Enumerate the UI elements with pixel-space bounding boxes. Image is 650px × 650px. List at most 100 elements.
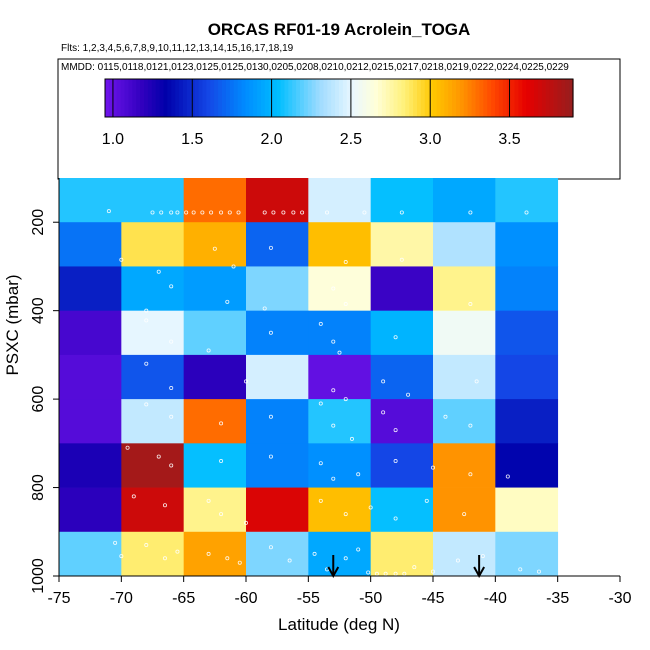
heatmap-cell (308, 310, 372, 356)
colorbar-swatch (342, 79, 348, 117)
colorbar-swatch (179, 79, 184, 117)
heatmap-cell (121, 354, 185, 400)
colorbar-swatch (409, 79, 414, 117)
sample-point (393, 459, 398, 464)
colorbar-swatch (206, 79, 211, 117)
heatmap-cell (246, 531, 309, 577)
colorbar-swatch (233, 79, 239, 117)
x-tick-label: -60 (234, 590, 257, 607)
colorbar-tick-label: 1.5 (181, 131, 203, 148)
colorbar-swatch (448, 79, 453, 117)
y-axis-label: PSXC (mbar) (3, 274, 22, 375)
heatmap-cell (183, 531, 247, 577)
sample-point (206, 551, 211, 556)
sample-point (225, 556, 230, 561)
sample-point (381, 410, 386, 415)
sample-point (212, 246, 217, 251)
sample-point (243, 379, 248, 384)
sample-point (468, 302, 473, 307)
sample-point (225, 299, 230, 304)
sample-point (424, 498, 429, 503)
colorbar-swatch (241, 79, 246, 117)
sample-point (287, 558, 292, 563)
heatmap-cell (121, 399, 185, 444)
sample-point (125, 445, 130, 450)
colorbar-swatch (366, 79, 371, 117)
sample-point (159, 210, 164, 215)
sample-point (505, 474, 510, 479)
heatmap-cell (370, 178, 434, 223)
heatmap-cell (183, 443, 247, 488)
colorbar-swatch (257, 79, 262, 117)
colorbar-swatch (459, 79, 465, 117)
colorbar-swatch (245, 79, 250, 117)
colorbar-tick-label: 2.0 (260, 131, 282, 148)
colorbar-swatch (557, 79, 562, 117)
colorbar-swatch (510, 79, 516, 117)
sample-point (209, 210, 214, 215)
dates-caption: MMDD: 0115,0118,0121,0123,0125,0125,0130… (61, 62, 569, 73)
sample-point (191, 210, 196, 215)
sample-point (184, 210, 189, 215)
sample-point (169, 463, 174, 468)
sample-point (368, 505, 373, 510)
sample-point (300, 210, 305, 215)
x-tick-label: -55 (297, 590, 320, 607)
x-tick-label: -40 (484, 590, 507, 607)
heatmap-cell (495, 487, 559, 533)
colorbar-swatch (456, 79, 461, 117)
sample-point (169, 284, 174, 289)
colorbar-swatch (155, 79, 161, 117)
heatmap-cell (308, 178, 372, 223)
axes: -75 -70 -65 -60 -55 -50 -45 -40 -35 -30 200 400 600 8… (30, 178, 632, 607)
sample-point (131, 494, 136, 499)
sample-point (406, 392, 411, 397)
colorbar-swatch (354, 79, 360, 117)
heatmap-cell (495, 354, 559, 400)
sample-point (268, 414, 273, 419)
colorbar-swatch (331, 79, 336, 117)
colorbar-swatch (202, 79, 207, 117)
colorbar-tick-label: 1.0 (102, 131, 124, 148)
heatmap-cell (308, 399, 372, 444)
colorbar-swatch (534, 79, 539, 117)
colorbar-swatch (569, 79, 574, 117)
heatmap-cell (246, 399, 309, 444)
sample-point (268, 245, 273, 250)
colorbar-swatch (385, 79, 391, 117)
heatmap-cell (121, 266, 185, 312)
colorbar-swatch (518, 79, 523, 117)
heatmap-cell (308, 487, 372, 533)
colorbar-swatch (140, 79, 145, 117)
sample-point (343, 556, 348, 561)
colorbar-swatch (378, 79, 383, 117)
colorbar-tick-label: 3.0 (419, 131, 441, 148)
sample-point (169, 414, 174, 419)
colorbar-swatch (463, 79, 469, 117)
sample-point (524, 210, 529, 215)
colorbar-swatch (440, 79, 445, 117)
sample-point (331, 423, 336, 428)
sample-point (343, 260, 348, 265)
colorbar-swatch (264, 79, 270, 117)
colorbar-swatch (229, 79, 235, 117)
sample-point (231, 264, 236, 269)
heatmap-cells (59, 178, 559, 577)
sample-point (219, 421, 224, 426)
sample-point (331, 339, 336, 344)
colorbar-swatch (401, 79, 406, 117)
sample-point (219, 210, 224, 215)
sample-point (144, 318, 149, 323)
colorbar-swatch (417, 79, 422, 117)
heatmap-cell (370, 531, 434, 577)
colorbar-swatch (218, 79, 223, 117)
colorbar-swatch (522, 79, 527, 117)
heatmap-cell (59, 443, 122, 488)
colorbar-swatch (272, 79, 278, 117)
colorbar-swatch (222, 79, 227, 117)
sample-point (318, 321, 323, 326)
heatmap-cell (246, 443, 309, 488)
colorbar-swatch (296, 79, 301, 117)
heatmap-cell (495, 266, 559, 312)
